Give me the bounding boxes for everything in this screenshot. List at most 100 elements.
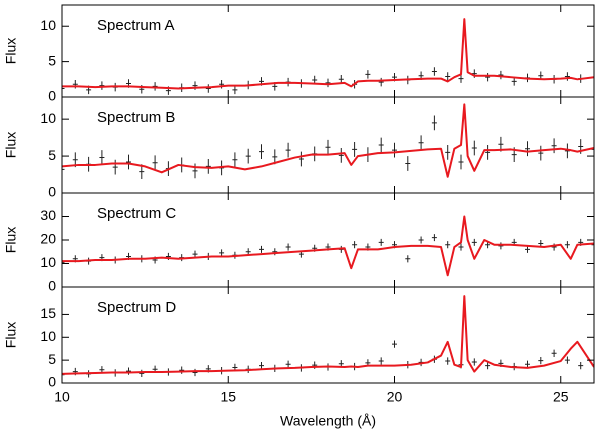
data-point [525, 245, 530, 253]
panel-annotation: Spectrum A [97, 17, 175, 34]
data-point [352, 241, 358, 249]
y-tick-label: 30 [40, 207, 56, 223]
data-point [62, 161, 65, 177]
data-point [365, 70, 371, 79]
panel-annotation: Spectrum C [97, 205, 176, 222]
y-tick-label: 0 [48, 184, 56, 200]
y-tick-label: 15 [40, 305, 56, 321]
data-point [418, 135, 424, 151]
data-point [392, 340, 397, 348]
data-point [285, 243, 291, 251]
data-point [272, 149, 278, 165]
x-tick-label: 15 [220, 389, 236, 405]
x-tick-label: 10 [54, 389, 70, 405]
data-point [445, 241, 451, 249]
data-point [112, 159, 118, 175]
x-tick-label: 20 [387, 389, 403, 405]
data-point [232, 85, 238, 95]
y-tick-label: 0 [48, 278, 56, 294]
data-point [126, 367, 131, 375]
y-axis-label: Flux [3, 227, 19, 253]
data-point [551, 349, 557, 357]
data-point [498, 242, 504, 250]
data-point [325, 78, 331, 88]
data-point [139, 369, 145, 378]
data-point [352, 142, 358, 157]
data-point [325, 139, 331, 155]
data-point [538, 356, 544, 365]
y-tick-label: 0 [48, 374, 56, 390]
y-tick-label: 20 [40, 231, 56, 247]
data-point [458, 243, 464, 251]
data-point [445, 145, 451, 160]
data-point [378, 77, 384, 87]
data-point [551, 138, 557, 154]
data-point [525, 141, 530, 157]
data-point [298, 151, 304, 167]
data-point [471, 358, 477, 366]
data-point [285, 360, 291, 368]
data-point [205, 159, 211, 174]
y-tick-label: 10 [40, 328, 56, 344]
data-point [485, 361, 491, 370]
y-tick-label: 0 [48, 88, 56, 104]
data-point [99, 150, 105, 165]
data-point [219, 249, 225, 257]
y-tick-label: 5 [48, 147, 56, 163]
data-point [378, 357, 384, 365]
data-point [405, 156, 411, 171]
data-point [338, 147, 344, 163]
data-point [179, 366, 185, 374]
data-point [126, 154, 131, 170]
data-point [431, 67, 437, 76]
data-point [431, 234, 437, 242]
panel-frame [61, 286, 595, 384]
data-point [485, 145, 491, 160]
data-point [259, 361, 264, 370]
data-point [405, 255, 411, 263]
data-point [259, 245, 264, 253]
y-tick-label: 10 [40, 254, 56, 270]
data-point [445, 72, 451, 81]
data-point [458, 154, 464, 170]
data-point [431, 115, 437, 131]
y-axis-label: Flux [3, 322, 19, 348]
data-point [564, 356, 570, 364]
data-point [205, 84, 211, 93]
model-line [62, 18, 594, 90]
data-point [498, 70, 504, 80]
data-point [511, 77, 517, 86]
data-point [192, 163, 198, 179]
data-point [445, 357, 451, 365]
y-axis-label: Flux [3, 132, 19, 158]
data-point [564, 241, 570, 249]
data-point [378, 238, 384, 246]
y-tick-label: 10 [40, 17, 56, 33]
y-tick-label: 5 [48, 52, 56, 68]
data-point [564, 72, 570, 81]
data-point [62, 84, 65, 93]
panel-annotation: Spectrum B [97, 109, 175, 126]
data-point [232, 152, 238, 168]
x-axis-label: Wavelength (Å) [280, 413, 376, 429]
model-line [62, 215, 594, 277]
data-point [458, 74, 464, 83]
data-point [591, 142, 594, 157]
data-point [591, 241, 594, 249]
y-tick-label: 10 [40, 110, 56, 126]
data-point [245, 148, 251, 164]
data-point [152, 155, 158, 171]
data-point [578, 361, 584, 370]
data-point [192, 250, 198, 258]
panel-annotation: Spectrum D [97, 299, 176, 316]
x-tick-label: 25 [553, 389, 569, 405]
data-point [192, 368, 198, 377]
data-point [418, 236, 424, 244]
model-line [62, 295, 594, 375]
y-axis-label: Flux [3, 38, 19, 64]
data-point [99, 81, 105, 90]
data-point [378, 137, 384, 153]
data-point [485, 72, 491, 82]
data-point [392, 142, 397, 158]
